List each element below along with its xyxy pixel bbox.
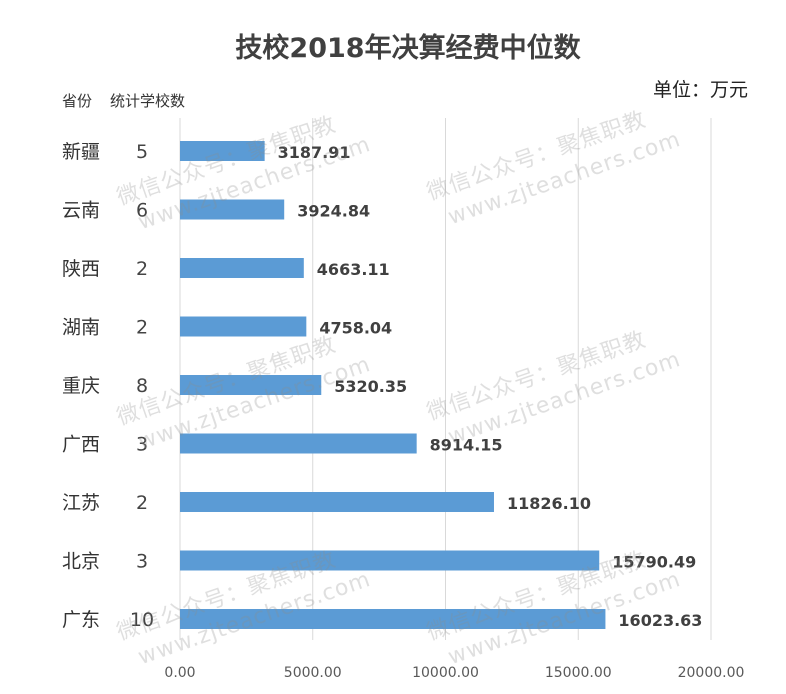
x-tick-label: 15000.00	[545, 665, 612, 681]
bar	[180, 258, 304, 278]
x-tick-label: 5000.00	[284, 665, 342, 681]
school-count: 8	[136, 375, 148, 397]
count-column-header: 统计学校数	[110, 92, 185, 110]
province-label: 云南	[62, 200, 100, 222]
data-label: 16023.63	[618, 611, 702, 630]
data-label: 3187.91	[278, 143, 351, 162]
bar	[180, 141, 265, 161]
bar	[180, 375, 322, 395]
province-label: 重庆	[62, 375, 100, 397]
x-tick-label: 10000.00	[412, 665, 479, 681]
bars	[180, 141, 606, 629]
bar	[180, 316, 307, 337]
bar	[180, 550, 600, 571]
school-count: 6	[136, 200, 148, 222]
bar	[180, 492, 494, 512]
labels: 新疆 5 3187.91 云南 6 3924.84 陕西 2 4663.11 湖南 2 4758.04…	[62, 141, 702, 631]
province-column-header: 省份	[62, 92, 92, 110]
data-label: 3924.84	[297, 202, 370, 221]
school-count: 5	[136, 141, 148, 163]
bar	[180, 609, 606, 629]
bar	[180, 433, 417, 454]
bar	[180, 199, 285, 220]
chart-title: 技校2018年决算经费中位数	[235, 32, 581, 64]
school-count: 10	[130, 609, 154, 631]
province-label: 陕西	[62, 258, 100, 280]
x-tick-label: 20000.00	[678, 665, 745, 681]
province-label: 江苏	[62, 492, 100, 514]
province-label: 广西	[62, 434, 100, 456]
province-label: 新疆	[62, 141, 100, 163]
province-label: 湖南	[62, 317, 100, 339]
data-label: 15790.49	[612, 553, 696, 572]
data-label: 4758.04	[319, 319, 392, 338]
x-tick-label: 0.00	[164, 665, 195, 681]
school-count: 2	[136, 492, 148, 514]
data-label: 8914.15	[430, 436, 503, 455]
school-count: 2	[136, 317, 148, 339]
province-label: 广东	[62, 609, 100, 631]
data-label: 5320.35	[334, 377, 407, 396]
school-count: 3	[136, 551, 148, 573]
province-label: 北京	[62, 551, 100, 573]
data-label: 4663.11	[317, 260, 390, 279]
data-label: 11826.10	[507, 494, 591, 513]
unit-label: 单位：万元	[653, 79, 748, 101]
x-axis: 0.00 5000.00 10000.00 15000.00 20000.00	[164, 665, 744, 681]
school-count: 3	[136, 434, 148, 456]
school-count: 2	[136, 258, 148, 280]
